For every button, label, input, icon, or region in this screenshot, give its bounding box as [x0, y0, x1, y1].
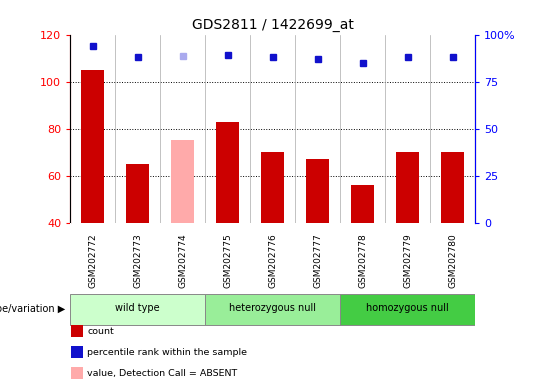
Text: genotype/variation ▶: genotype/variation ▶ [0, 304, 65, 314]
Text: heterozygous null: heterozygous null [229, 303, 316, 313]
Bar [261, 152, 284, 223]
FancyBboxPatch shape [340, 294, 475, 325]
Bar [172, 141, 194, 223]
Bar [82, 70, 104, 223]
FancyBboxPatch shape [70, 294, 205, 325]
Text: GSM202776: GSM202776 [268, 233, 277, 288]
Title: GDS2811 / 1422699_at: GDS2811 / 1422699_at [192, 18, 354, 32]
Bar [217, 122, 239, 223]
Text: GSM202779: GSM202779 [403, 233, 412, 288]
Text: count: count [87, 326, 114, 336]
Bar [352, 185, 374, 223]
Bar [442, 152, 464, 223]
Text: GSM202778: GSM202778 [358, 233, 367, 288]
Bar [396, 152, 419, 223]
Bar [307, 159, 329, 223]
Bar [126, 164, 149, 223]
Text: GSM202772: GSM202772 [88, 233, 97, 288]
Text: homozygous null: homozygous null [366, 303, 449, 313]
Text: GSM202777: GSM202777 [313, 233, 322, 288]
Text: percentile rank within the sample: percentile rank within the sample [87, 348, 247, 357]
Text: GSM202780: GSM202780 [448, 233, 457, 288]
Text: GSM202773: GSM202773 [133, 233, 142, 288]
Text: wild type: wild type [116, 303, 160, 313]
Text: value, Detection Call = ABSENT: value, Detection Call = ABSENT [87, 369, 238, 378]
FancyBboxPatch shape [205, 294, 340, 325]
Text: GSM202775: GSM202775 [223, 233, 232, 288]
Text: GSM202774: GSM202774 [178, 233, 187, 288]
